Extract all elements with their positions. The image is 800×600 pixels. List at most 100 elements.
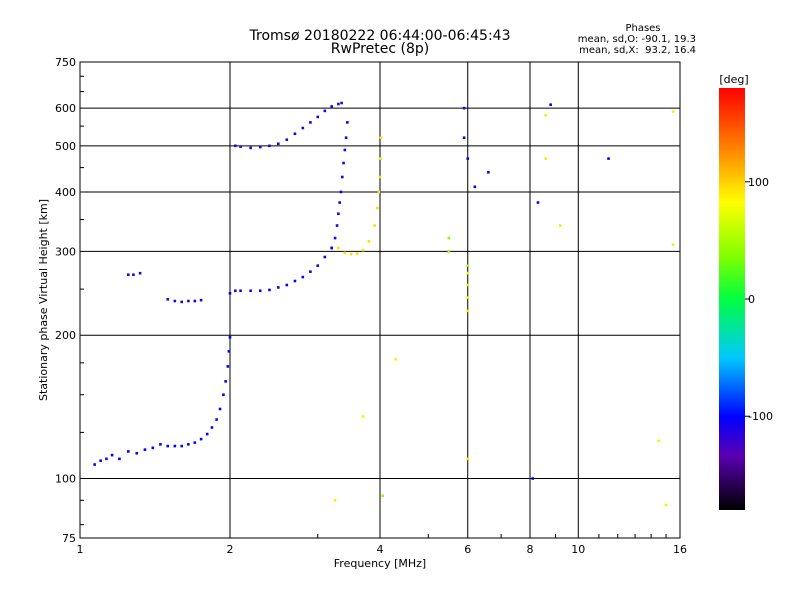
data-point <box>340 175 344 179</box>
data-point <box>558 224 562 227</box>
data-point <box>135 451 139 455</box>
data-point <box>301 126 305 130</box>
colorbar-tick-label: -100 <box>748 410 773 423</box>
data-point <box>544 157 547 160</box>
data-point <box>671 243 675 246</box>
x-tick-label: 6 <box>464 543 471 556</box>
data-point <box>447 236 451 240</box>
data-point <box>361 248 365 252</box>
y-axis: 75 100 200 300 400 500 600 750 <box>55 56 84 545</box>
data-point <box>337 212 340 216</box>
data-point <box>466 271 470 275</box>
data-point <box>323 255 327 259</box>
data-point <box>549 103 552 107</box>
data-point <box>268 288 271 292</box>
data-point <box>110 453 114 457</box>
data-point <box>309 121 312 124</box>
data-point <box>367 240 371 243</box>
data-point <box>487 170 490 174</box>
colorbar-tick-label: 0 <box>748 293 755 306</box>
y-tick-label: 750 <box>55 56 76 69</box>
data-point <box>466 264 470 267</box>
chart-subtitle: RwPretec (8p) <box>331 41 429 57</box>
data-point <box>187 299 190 303</box>
data-point <box>234 144 237 148</box>
data-point <box>151 446 155 450</box>
x-axis-label: Frequency [MHz] <box>334 557 426 570</box>
data-point <box>466 457 470 461</box>
y-tick-label: 500 <box>55 140 76 153</box>
data-point <box>132 273 135 277</box>
data-point <box>330 105 334 108</box>
data-point <box>99 459 102 463</box>
data-point <box>199 437 203 441</box>
y-tick-label: 600 <box>55 102 76 115</box>
colorbar-tick-label: 100 <box>748 176 769 189</box>
data-point <box>193 441 197 444</box>
data-point <box>378 175 382 179</box>
x-tick-label: 16 <box>673 543 687 556</box>
data-point <box>309 270 312 273</box>
data-point <box>337 246 340 250</box>
data-point <box>361 415 365 418</box>
data-point <box>466 309 470 313</box>
data-point <box>671 110 675 113</box>
data-point <box>215 418 218 421</box>
colorbar <box>719 88 745 510</box>
data-point <box>333 236 337 240</box>
data-point <box>143 448 147 451</box>
data-point <box>227 350 231 353</box>
data-point <box>276 286 280 289</box>
data-point <box>180 444 184 448</box>
data-point <box>394 358 397 361</box>
data-point <box>355 252 359 255</box>
data-point <box>462 106 466 110</box>
data-point <box>126 273 130 277</box>
data-point <box>228 336 232 339</box>
data-point <box>466 296 470 299</box>
data-point <box>335 224 339 227</box>
data-point <box>126 450 130 453</box>
grid <box>80 62 680 538</box>
data-point <box>301 275 305 279</box>
data-point <box>338 201 341 204</box>
colorbar-label: [deg] <box>719 73 748 86</box>
data-point <box>466 157 470 160</box>
data-point <box>187 443 190 446</box>
data-point <box>381 494 384 498</box>
data-point <box>462 136 466 140</box>
data-point <box>330 246 334 250</box>
data-point <box>285 283 289 287</box>
data-point <box>316 264 320 267</box>
y-axis-label: Stationary phase Virtual Height [km] <box>37 199 50 401</box>
x-tick-label: 8 <box>527 543 534 556</box>
data-point <box>268 144 271 148</box>
data-point <box>228 291 232 295</box>
data-point <box>138 271 142 275</box>
data-point <box>466 283 470 287</box>
data-point <box>293 132 297 136</box>
data-point <box>531 477 534 480</box>
data-point <box>343 251 347 255</box>
data-point <box>607 157 610 160</box>
y-tick-label: 300 <box>55 245 76 258</box>
data-point <box>166 297 170 301</box>
data-point <box>118 457 121 461</box>
data-point <box>224 380 227 383</box>
data-point <box>340 101 343 105</box>
data-point <box>180 300 184 304</box>
data-point <box>222 393 225 397</box>
data-point <box>373 224 376 227</box>
data-point <box>93 463 96 466</box>
data-point <box>657 439 660 443</box>
data-point <box>342 161 345 165</box>
stats-line-x: mean, sd,X: 93.2, 16.4 <box>579 45 696 56</box>
x-tick-label: 10 <box>571 543 585 556</box>
y-tick-label: 200 <box>55 329 76 342</box>
data-point <box>173 299 177 303</box>
data-point <box>210 426 214 429</box>
chart-title: Tromsø 20180222 06:44:00-06:45:43 <box>249 28 511 44</box>
data-point <box>226 365 230 368</box>
y-tick-label: 75 <box>62 532 76 545</box>
